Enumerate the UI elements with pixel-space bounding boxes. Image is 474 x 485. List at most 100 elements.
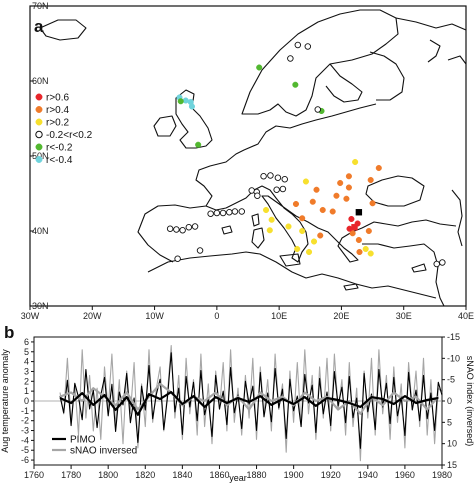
ts-y2-tick-label: 10 [447,439,457,449]
station-marker-orange [317,232,324,239]
ts-y-tick-label: -1 [21,406,29,416]
ts-y-tick-label: -6 [21,455,29,465]
map-x-tick-label: 30W [21,311,40,321]
station-marker-yellow [367,250,374,257]
ts-x-tick-label: 1760 [24,470,44,480]
station-marker-open [439,259,446,266]
station-marker-orange [355,236,362,244]
station-marker-cyan [182,97,189,104]
snao-line [59,344,443,462]
ts-y-tick-label: 6 [24,337,29,347]
map-frame [29,5,467,307]
map-axes: 30W 20W 10W 0 10E 20E 30E 40E 30N 40N 50N 60N 70N [21,1,474,321]
station-marker-orange [375,164,382,172]
station-marker-yellow [305,248,313,256]
legend-label: r>0.6 [46,93,70,104]
legend-label: r>0.4 [46,105,70,116]
ts-y-tick-label: -2 [21,416,29,426]
legend-marker [35,156,43,163]
ts-y-tick-label: -5 [21,445,29,455]
station-marker-open [433,260,440,268]
ts-y-tick-label: 3 [24,366,29,376]
station-marker-open [207,210,214,217]
station-marker-yellow [299,227,306,235]
ts-y-tick-label: 2 [24,376,29,386]
legend-marker [35,93,43,101]
smoothed-series-line [59,391,439,416]
legend-label: r<-0.4 [46,155,73,166]
ts-x-tick-label: 1900 [284,470,304,480]
station-marker-open [274,174,282,181]
station-marker-green [195,141,202,148]
station-marker-cyan [188,103,195,110]
legend-marker [35,118,43,126]
station-marker-orange [345,184,352,191]
ts-y2-tick-label: 5 [447,417,452,427]
timeseries-axes: 1760 1780 1800 1820 1840 1860 1880 1900 1920 1940… [0,332,474,483]
station-marker-orange [309,198,316,205]
legend-label: r>0.2 [46,118,70,129]
ts-y-tick-label: 4 [24,357,29,367]
panel-a-label: a [34,17,44,36]
map-x-tick-label: 10W [145,311,164,321]
station-marker-yellow [294,245,301,253]
station-marker-open [287,55,294,62]
map-y-tick-label: 40N [32,226,49,236]
station-square-marker [355,209,363,216]
ts-y2-tick-label: 15 [447,460,457,470]
panel-b-label: b [4,323,14,342]
map-x-tick-label: 40E [458,311,474,321]
coastlines [39,9,467,307]
ts-x-tick-label: 1940 [358,470,378,480]
station-marker-orange [367,176,374,184]
station-marker-open [254,192,261,199]
map-x-tick-label: 20E [333,311,349,321]
station-marker-green [256,64,263,71]
ts-x-tick-label: 1840 [172,470,192,480]
station-marker-open [219,209,227,217]
station-marker-orange [337,179,344,187]
ts-y-tick-label: 1 [24,386,29,396]
timeseries-lines [59,344,443,462]
legend-label: r<-0.2 [46,143,73,154]
station-marker-yellow [352,158,359,166]
x-axis-label: year [229,473,247,483]
station-marker-open [213,209,221,217]
map-y-tick-label: 70N [32,1,49,11]
map-x-tick-label: 20W [83,311,102,321]
station-marker-orange [343,195,350,202]
legend-series-label: sNAO inversed [70,446,137,457]
station-marker-open [231,208,239,215]
station-marker-red [348,215,355,223]
y-axis-label: Aug temperature anomaly [0,349,10,453]
station-marker-open [226,208,233,216]
station-marker-yellow [266,227,273,234]
legend-marker [35,106,43,113]
station-marker-green [177,98,184,105]
station-marker-open [279,185,287,193]
ts-y2-tick-label: -15 [447,332,460,342]
station-marker-open [314,106,322,113]
station-marker-open [294,41,302,49]
ts-x-tick-label: 1980 [432,470,452,480]
ts-x-tick-label: 1820 [135,470,155,480]
station-marker-open [304,43,312,50]
station-marker-orange [333,192,340,199]
station-marker-orange [313,186,320,193]
legend-label: -0.2<r<0.2 [46,130,93,141]
map-legend: r>0.6r>0.4 r>0.2-0.2<r<0.2 r<-0.2r<-0.4 [35,93,93,166]
ts-y2-tick-label: 0 [447,396,452,406]
station-marker-open [166,225,174,232]
map-y-tick-label: 50N [32,151,49,161]
station-marker-open [273,186,280,193]
station-marker-open [267,172,274,179]
station-marker-open [174,255,181,262]
ts-y2-tick-label: -5 [447,375,455,385]
station-marker-yellow [268,216,275,223]
station-marker-open [238,208,246,215]
station-marker-yellow [263,206,270,214]
station-marker-green [292,81,299,88]
